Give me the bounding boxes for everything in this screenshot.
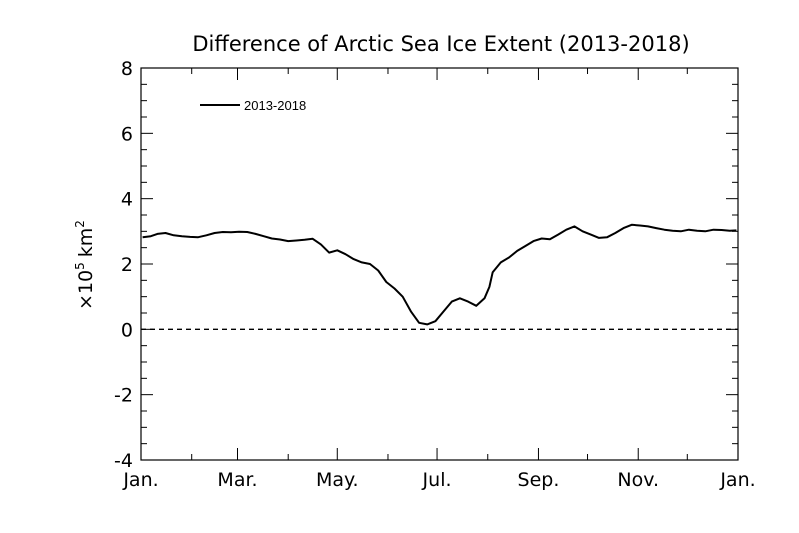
y-label-prefix: ×10 — [75, 270, 97, 310]
x-axis-ticks — [140, 68, 739, 460]
y-tick-label: 6 — [121, 123, 133, 145]
x-tick-label: Mar. — [217, 469, 257, 491]
y-label-exponent: 5 — [73, 262, 87, 270]
y-tick-label: -4 — [114, 450, 133, 472]
x-tick-label: Sep. — [518, 469, 560, 491]
y-label-unit: km — [75, 228, 97, 258]
y-tick-label: 0 — [121, 319, 133, 341]
plot-frame — [140, 67, 739, 461]
x-tick-label: May. — [316, 469, 359, 491]
x-tick-label: Jul. — [422, 469, 452, 491]
y-tick-label: 2 — [121, 254, 133, 276]
y-label-unit-exponent: 2 — [73, 220, 87, 228]
y-axis-tick-labels: -4 -2 0 2 4 6 8 — [114, 58, 133, 472]
x-axis-tick-labels: Jan. Mar. May. Jul. Sep. Nov. Jan. — [122, 469, 755, 491]
x-tick-label: Jan. — [122, 469, 158, 491]
y-tick-label: 4 — [121, 189, 133, 211]
legend: 2013-2018 — [200, 98, 306, 113]
legend-label-2013-2018: 2013-2018 — [244, 98, 306, 113]
x-tick-label: Jan. — [719, 469, 755, 491]
y-axis-label: ×105 km2 — [73, 220, 97, 310]
y-tick-label: 8 — [121, 58, 133, 80]
x-tick-label: Nov. — [617, 469, 659, 491]
chart-title: Difference of Arctic Sea Ice Extent (201… — [192, 32, 689, 56]
y-axis-ticks — [141, 67, 738, 461]
y-tick-label: -2 — [114, 385, 133, 407]
series-line-2013-2018 — [142, 223, 737, 326]
